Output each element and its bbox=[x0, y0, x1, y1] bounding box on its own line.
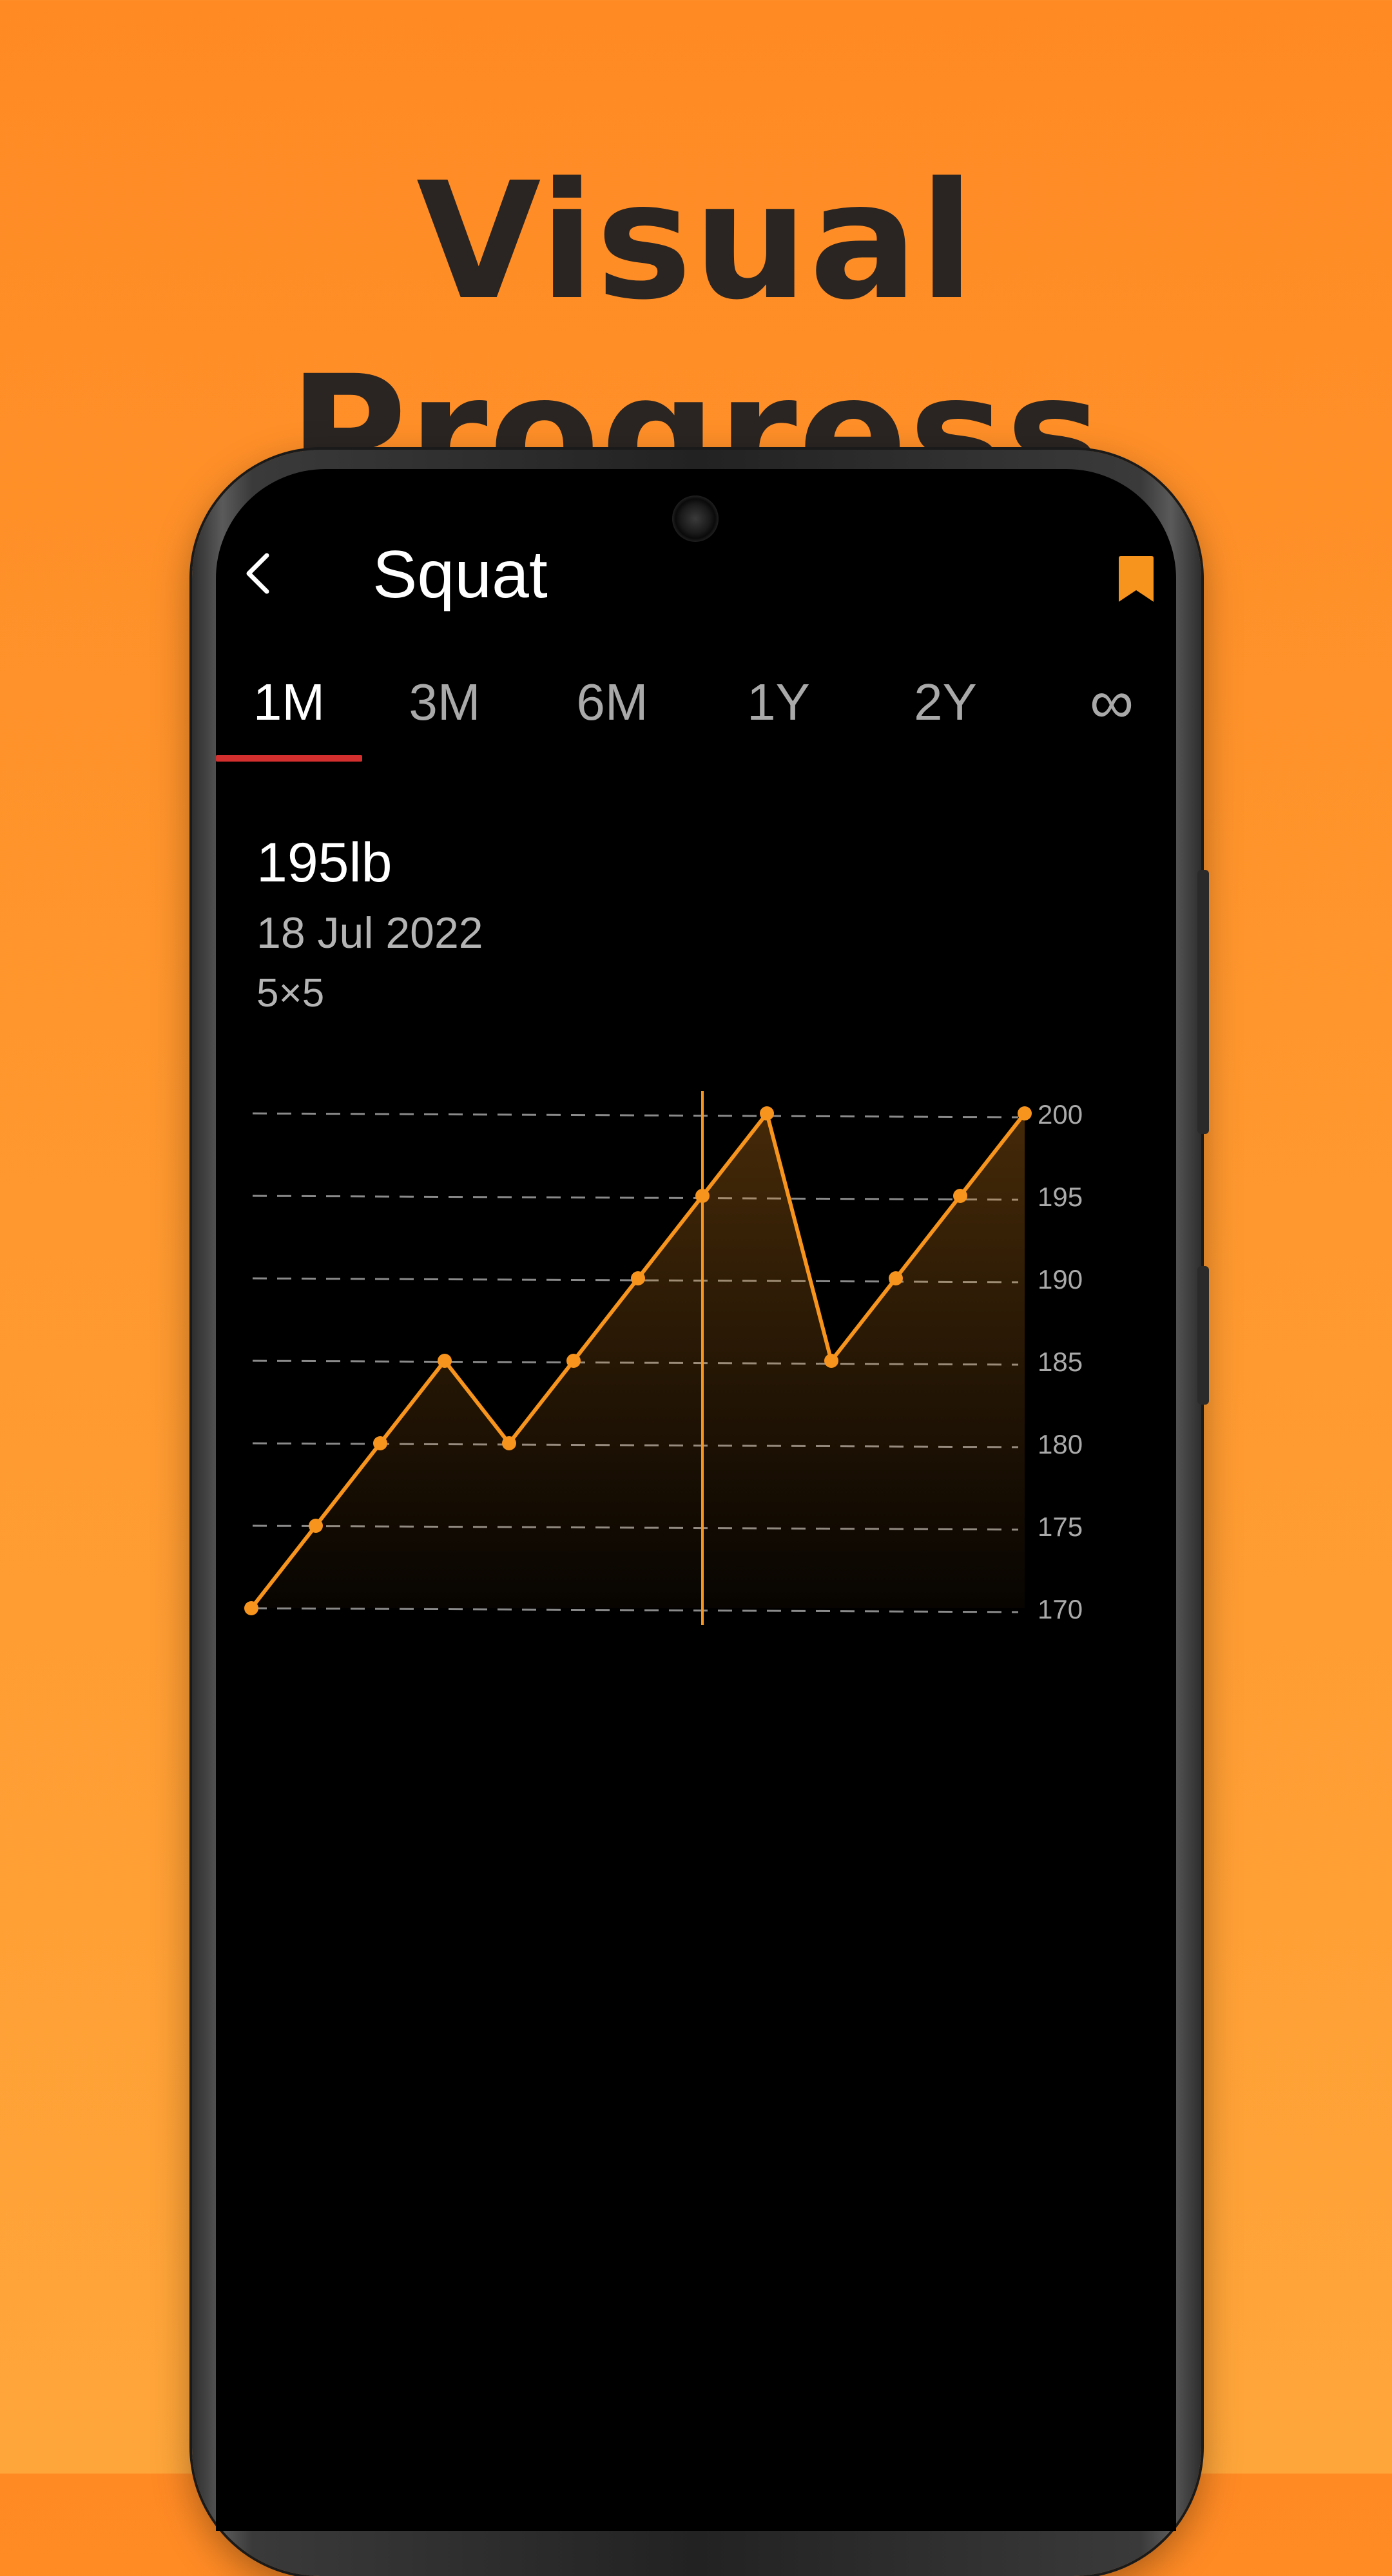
volume-button bbox=[1197, 870, 1209, 1134]
bookmark-icon[interactable] bbox=[1117, 555, 1155, 603]
selected-sets-reps: 5×5 bbox=[256, 971, 325, 1015]
tab-6m[interactable]: 6M bbox=[576, 673, 648, 731]
front-camera bbox=[672, 495, 719, 542]
tab-2y[interactable]: 2Y bbox=[914, 673, 977, 731]
selected-date: 18 Jul 2022 bbox=[256, 908, 483, 957]
tab-3m[interactable]: 3M bbox=[409, 673, 481, 731]
tab-1y[interactable]: 1Y bbox=[747, 673, 810, 731]
tab-all-time[interactable]: ∞ bbox=[1089, 668, 1134, 736]
chevron-left-icon[interactable] bbox=[233, 548, 285, 599]
page-title: Squat bbox=[372, 537, 548, 612]
selected-weight: 195lb bbox=[256, 832, 392, 894]
tab-1m[interactable]: 1M bbox=[253, 673, 325, 731]
power-button bbox=[1197, 1266, 1209, 1405]
active-tab-indicator bbox=[216, 755, 362, 762]
app-screen bbox=[216, 469, 1176, 2531]
